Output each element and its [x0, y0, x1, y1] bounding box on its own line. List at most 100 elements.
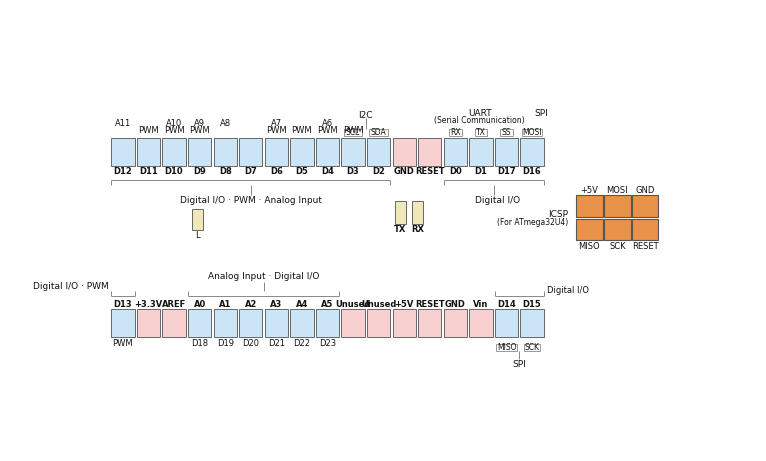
- Text: A9: A9: [194, 118, 205, 128]
- Bar: [412, 201, 423, 224]
- Text: SS: SS: [502, 128, 511, 137]
- Bar: [265, 138, 288, 166]
- Text: Vin: Vin: [473, 300, 489, 308]
- Bar: [520, 309, 544, 337]
- Text: PWM: PWM: [189, 126, 210, 135]
- Bar: [316, 309, 339, 337]
- Text: MISO: MISO: [496, 343, 516, 352]
- Text: D2: D2: [372, 167, 385, 176]
- Text: D9: D9: [193, 167, 206, 176]
- Text: PWM: PWM: [266, 126, 286, 135]
- Text: D0: D0: [449, 167, 462, 176]
- Text: SCK: SCK: [609, 242, 626, 251]
- Bar: [162, 138, 185, 166]
- Bar: [444, 309, 467, 337]
- Text: Unused: Unused: [361, 300, 396, 308]
- Text: PWM: PWM: [113, 339, 133, 348]
- Text: L: L: [195, 231, 200, 240]
- Bar: [395, 201, 406, 224]
- Bar: [344, 129, 362, 136]
- Text: PWM: PWM: [342, 126, 363, 135]
- Bar: [470, 309, 493, 337]
- Text: GND: GND: [394, 167, 414, 176]
- Text: SPI: SPI: [512, 361, 526, 369]
- Bar: [444, 138, 467, 166]
- Text: D3: D3: [347, 167, 359, 176]
- Text: D7: D7: [244, 167, 257, 176]
- Bar: [111, 138, 135, 166]
- Text: MOSI: MOSI: [607, 186, 628, 195]
- Text: A10: A10: [166, 118, 182, 128]
- Text: PWM: PWM: [138, 126, 159, 135]
- Text: D21: D21: [268, 339, 285, 348]
- Text: PWM: PWM: [292, 126, 313, 135]
- Bar: [214, 309, 237, 337]
- Text: Analog Input · Digital I/O: Analog Input · Digital I/O: [208, 272, 319, 281]
- Text: A8: A8: [220, 118, 231, 128]
- Bar: [449, 129, 462, 136]
- Text: RESET: RESET: [415, 300, 444, 308]
- Text: D6: D6: [270, 167, 283, 176]
- Bar: [367, 309, 390, 337]
- Bar: [369, 129, 388, 136]
- Text: D10: D10: [165, 167, 183, 176]
- Text: AREF: AREF: [162, 300, 186, 308]
- Bar: [111, 309, 135, 337]
- Text: TX: TX: [394, 225, 407, 234]
- Bar: [418, 309, 441, 337]
- Text: RESET: RESET: [415, 167, 444, 176]
- Text: D13: D13: [113, 300, 133, 308]
- Bar: [342, 138, 365, 166]
- Bar: [522, 129, 542, 136]
- Text: A5: A5: [321, 300, 334, 308]
- Text: D4: D4: [321, 167, 334, 176]
- Text: MISO: MISO: [578, 242, 601, 251]
- Text: D19: D19: [217, 339, 234, 348]
- Text: A1: A1: [219, 300, 231, 308]
- Text: A6: A6: [322, 118, 333, 128]
- Text: D12: D12: [113, 167, 133, 176]
- Text: D15: D15: [522, 300, 542, 308]
- Bar: [392, 309, 416, 337]
- Bar: [239, 138, 263, 166]
- Text: D16: D16: [522, 167, 542, 176]
- Text: ICSP: ICSP: [548, 210, 568, 219]
- Text: SDA: SDA: [371, 128, 387, 137]
- Text: Digital I/O · PWM · Analog Input: Digital I/O · PWM · Analog Input: [180, 196, 322, 205]
- Bar: [495, 138, 518, 166]
- Bar: [632, 219, 659, 240]
- Text: I2C: I2C: [358, 111, 373, 120]
- Text: RX: RX: [450, 128, 460, 137]
- Text: GND: GND: [445, 300, 466, 308]
- Bar: [576, 219, 603, 240]
- Bar: [214, 138, 237, 166]
- Text: D17: D17: [497, 167, 516, 176]
- Text: A7: A7: [270, 118, 282, 128]
- Text: SCK: SCK: [525, 343, 539, 352]
- Text: RX: RX: [411, 225, 424, 234]
- Bar: [192, 208, 203, 230]
- Text: A2: A2: [244, 300, 257, 308]
- Bar: [290, 309, 313, 337]
- Text: +3.3V: +3.3V: [134, 300, 162, 308]
- Bar: [265, 309, 288, 337]
- Text: D5: D5: [296, 167, 309, 176]
- Text: UART: UART: [468, 109, 492, 118]
- Text: D14: D14: [497, 300, 516, 308]
- Bar: [604, 195, 630, 217]
- Text: Digital I/O: Digital I/O: [475, 196, 520, 205]
- Bar: [418, 138, 441, 166]
- Text: +5V: +5V: [394, 300, 414, 308]
- Text: D23: D23: [319, 339, 336, 348]
- Text: A3: A3: [270, 300, 283, 308]
- Text: PWM: PWM: [164, 126, 185, 135]
- Bar: [632, 195, 659, 217]
- Bar: [496, 344, 516, 351]
- Text: GND: GND: [636, 186, 655, 195]
- Text: A11: A11: [115, 118, 131, 128]
- Bar: [188, 138, 211, 166]
- Text: D11: D11: [139, 167, 158, 176]
- Text: D18: D18: [191, 339, 208, 348]
- Bar: [500, 129, 512, 136]
- Text: D1: D1: [474, 167, 487, 176]
